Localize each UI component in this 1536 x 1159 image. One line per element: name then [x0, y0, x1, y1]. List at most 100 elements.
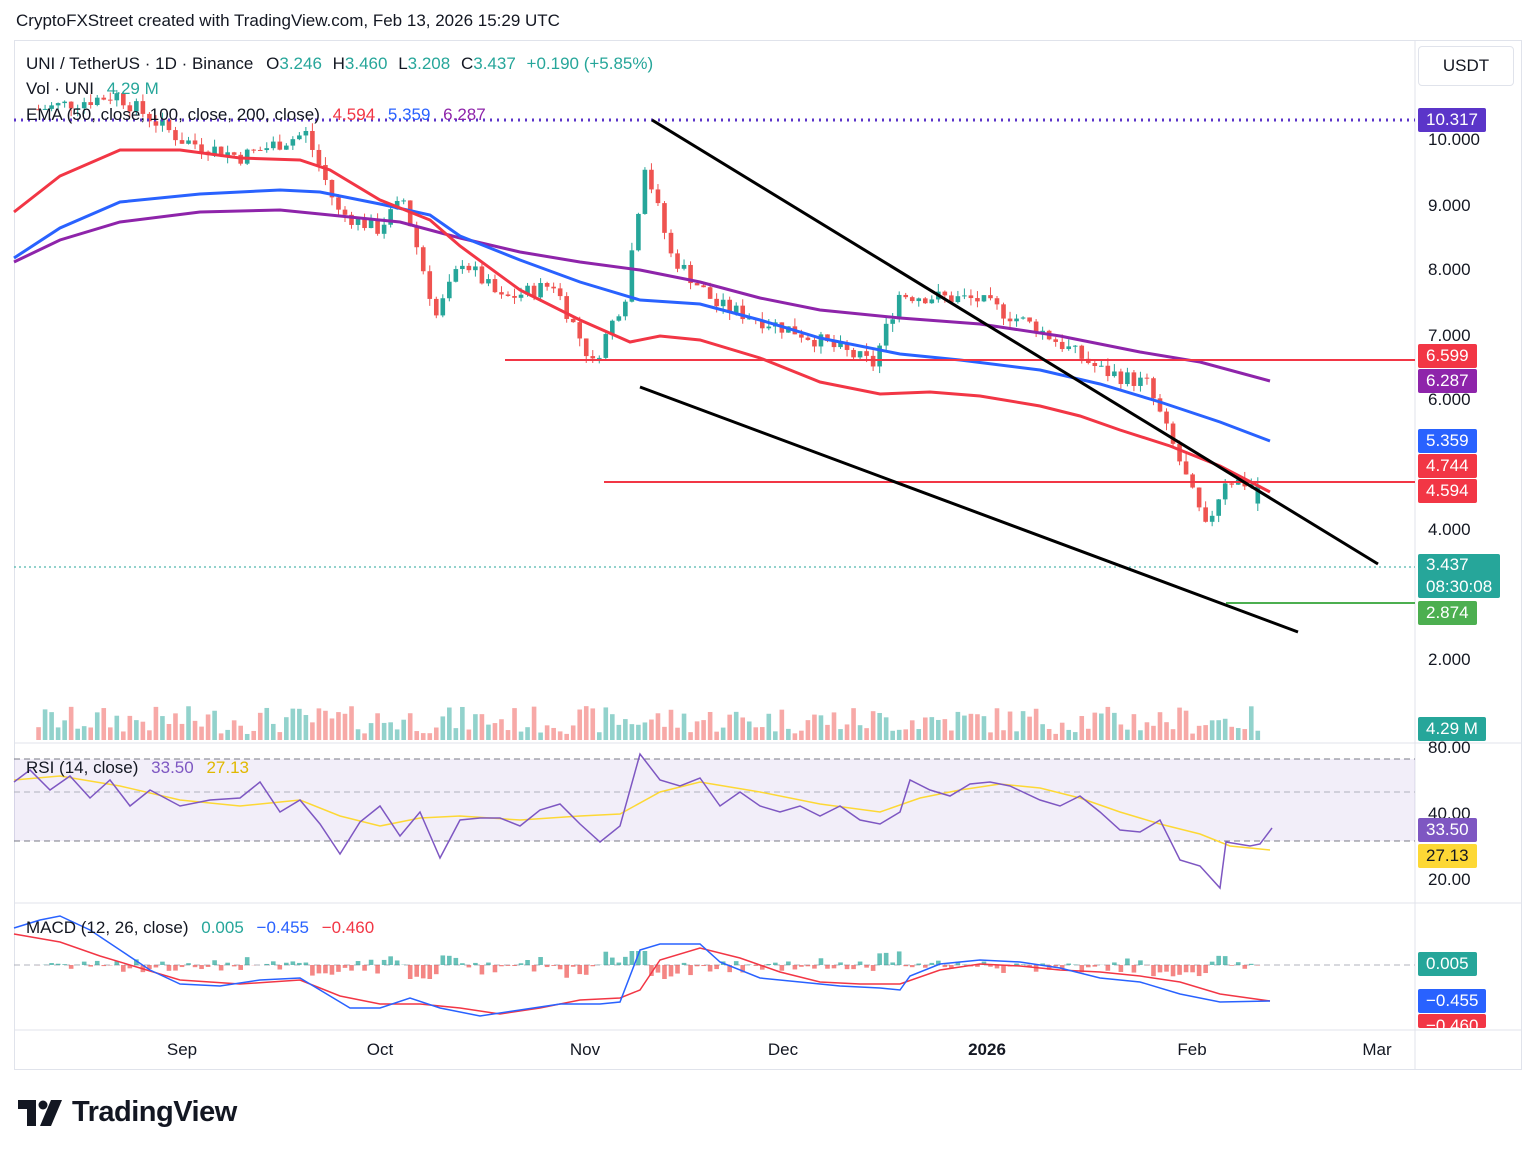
candle-body — [401, 200, 406, 202]
macd-hist-bar — [590, 965, 596, 967]
macd-hist-bar — [799, 965, 804, 967]
date-tick-2026: 2026 — [968, 1040, 1006, 1059]
candle-body — [668, 232, 674, 254]
volume-bar — [179, 723, 185, 740]
volume-bar — [323, 710, 328, 740]
rsi-label: RSI (14, close) — [26, 758, 139, 777]
macd-hist-bar — [988, 965, 993, 967]
volume-bar — [342, 713, 348, 740]
macd-hist-bar — [949, 965, 954, 969]
volume-bar — [610, 714, 615, 740]
macd-hist-bar — [1170, 965, 1176, 977]
candle-body — [746, 318, 752, 320]
candle-body — [903, 294, 909, 298]
volume-bar — [786, 728, 791, 740]
volume-bar — [1007, 711, 1013, 740]
volume-bar — [922, 717, 928, 740]
candle-body — [355, 217, 361, 225]
macd-hist-bar — [186, 963, 191, 965]
volume-bar — [310, 722, 315, 740]
macd-hist-bar — [792, 965, 798, 970]
macd-hist-bar — [49, 963, 54, 965]
macd-hist-bar — [877, 953, 882, 965]
volume-bar — [388, 722, 393, 740]
macd-hist-bar — [62, 964, 67, 965]
candle-body — [368, 218, 374, 229]
volume-bar — [851, 708, 856, 740]
volume-bar — [355, 729, 361, 740]
macd-hist-bar — [936, 960, 941, 965]
volume-bar — [1040, 724, 1045, 740]
macd-hist-bar — [316, 965, 322, 974]
date-tick-feb: Feb — [1177, 1040, 1207, 1059]
macd-hist-bar — [473, 962, 478, 965]
volume-label: Vol · UNI — [26, 79, 95, 98]
macd-hist-bar — [851, 965, 856, 970]
volume-bar — [1099, 713, 1104, 740]
macd-hist-bar — [694, 965, 700, 967]
volume-bar — [1020, 711, 1026, 740]
macd-hist-bar — [336, 965, 341, 972]
candle-body — [955, 296, 961, 303]
volume-bar — [1079, 716, 1085, 740]
low-value: 3.208 — [407, 54, 451, 73]
macd-hist-bar — [303, 962, 309, 965]
macd-hist-bar — [538, 957, 543, 965]
volume-bar — [864, 728, 869, 740]
volume-bar — [1112, 712, 1117, 740]
macd-hist-bar — [1177, 965, 1182, 975]
macd-label: MACD (12, 26, close) — [26, 918, 189, 937]
candle-body — [1092, 362, 1098, 367]
macd-signal-line — [13, 933, 1271, 1015]
last-price-value: 3.437 — [1426, 555, 1469, 574]
chart-frame[interactable] — [14, 40, 1522, 1070]
macd-hist-bar — [388, 956, 393, 965]
price-tick: 7.000 — [1428, 326, 1471, 345]
candle-body — [557, 288, 563, 297]
date-tick-sep: Sep — [166, 1040, 198, 1059]
volume-bar — [577, 709, 583, 740]
macd-hist-bar — [505, 965, 511, 966]
volume-bar — [75, 728, 80, 740]
volume-bar — [1125, 729, 1130, 740]
macd-legend: MACD (12, 26, close) 0.005 −0.455 −0.460 — [26, 918, 374, 938]
macd-hist-bar — [981, 961, 987, 965]
candle-body — [1177, 443, 1182, 462]
macd-hist-bar — [492, 965, 498, 973]
candle-body — [1209, 515, 1215, 522]
volume-bar — [668, 709, 674, 740]
volume-bar — [368, 723, 374, 740]
volume-bar — [1222, 718, 1228, 740]
candle-body — [290, 139, 296, 146]
macd-hist-bar — [1085, 965, 1091, 968]
macd-hist-bar — [903, 965, 909, 967]
volume-bar — [1190, 733, 1195, 740]
tag-ema100: 5.359 — [1418, 429, 1477, 453]
macd-hist-bar — [518, 963, 524, 965]
volume-bar — [779, 709, 785, 740]
candle-body — [473, 266, 478, 271]
candle-body — [270, 141, 276, 149]
wedge-lower-trendline — [639, 385, 1299, 634]
macd-hist-bar — [101, 965, 107, 967]
volume-bar — [962, 715, 967, 740]
volume-bar — [1144, 722, 1150, 740]
volume-bar — [486, 724, 491, 740]
macd-hist-bar — [349, 965, 354, 971]
candle-body — [173, 130, 178, 141]
volume-bar — [701, 720, 706, 740]
macd-hist-bar — [662, 965, 667, 979]
macd-hist-bar — [525, 960, 530, 965]
macd-hist-bar — [714, 965, 719, 970]
candle-body — [544, 283, 550, 287]
currency-selector[interactable]: USDT — [1418, 46, 1514, 86]
macd-hist-bar — [616, 962, 622, 965]
volume-bar — [988, 732, 993, 740]
candle-body — [968, 295, 974, 299]
candle-body — [655, 189, 661, 204]
macd-hist-bar — [838, 962, 843, 965]
volume-bar — [877, 712, 882, 740]
volume-bar — [375, 713, 380, 740]
candle-body — [1151, 378, 1156, 399]
